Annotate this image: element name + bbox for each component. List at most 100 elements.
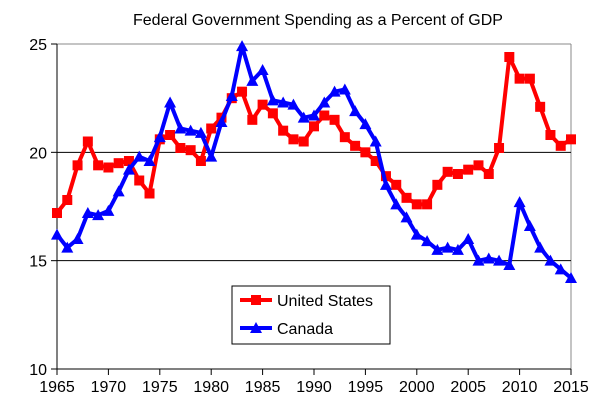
data-point-canada: [102, 204, 115, 216]
data-point-united-states: [175, 143, 186, 153]
data-point-canada: [349, 105, 362, 117]
legend-label-united-states: United States: [277, 293, 373, 310]
data-point-united-states: [257, 99, 268, 110]
y-tick-label: 25: [29, 37, 47, 54]
data-point-united-states: [360, 147, 371, 158]
data-point-canada: [92, 209, 105, 221]
data-point-canada: [421, 235, 434, 247]
data-point-canada: [81, 207, 94, 218]
data-point-canada: [472, 254, 485, 266]
data-point-canada: [503, 259, 516, 270]
data-point-canada: [143, 155, 156, 166]
data-point-united-states: [93, 160, 104, 171]
data-point-canada: [287, 98, 300, 110]
data-point-united-states: [309, 121, 319, 132]
data-point-canada: [451, 243, 464, 255]
data-point-canada: [462, 233, 475, 244]
data-point-canada: [431, 243, 444, 255]
data-point-united-states: [113, 158, 124, 169]
data-point-canada: [297, 111, 310, 123]
data-point-canada: [256, 64, 269, 75]
data-point-united-states: [473, 160, 484, 171]
x-tick-label: 2000: [399, 379, 435, 396]
x-tick-label: 1990: [296, 379, 332, 396]
data-point-united-states: [72, 160, 83, 171]
data-point-canada: [544, 254, 557, 266]
legend-marker-united-states: [251, 295, 261, 305]
data-point-canada: [534, 241, 547, 253]
x-tick-label: 2010: [502, 379, 538, 396]
y-tick-label: 20: [29, 145, 47, 162]
data-point-canada: [318, 96, 331, 108]
y-tick-label: 15: [29, 254, 47, 271]
data-point-canada: [71, 233, 84, 244]
x-tick-label: 1970: [91, 379, 127, 396]
data-point-united-states: [380, 171, 391, 182]
data-point-united-states: [463, 164, 474, 175]
data-point-united-states: [123, 156, 134, 166]
data-point-canada: [122, 163, 135, 175]
data-point-canada: [246, 74, 259, 86]
data-point-united-states: [422, 199, 433, 210]
series-line-united-states: [55, 55, 573, 215]
data-point-united-states: [566, 134, 576, 145]
y-tick-label: 10: [29, 362, 47, 379]
data-point-united-states: [442, 166, 453, 177]
data-point-united-states: [483, 169, 494, 179]
data-point-united-states: [103, 162, 114, 173]
data-point-canada: [112, 185, 125, 197]
data-point-united-states: [391, 179, 402, 190]
data-point-united-states: [350, 140, 361, 151]
data-point-canada: [523, 220, 536, 231]
data-point-united-states: [555, 140, 566, 151]
data-point-united-states: [524, 73, 535, 84]
data-point-canada: [61, 241, 74, 253]
data-point-united-states: [278, 125, 289, 136]
data-point-united-states: [62, 195, 73, 205]
data-point-united-states: [52, 208, 62, 218]
data-point-united-states: [504, 52, 515, 62]
data-point-canada: [482, 252, 495, 264]
data-point-united-states: [329, 114, 340, 125]
data-point-united-states: [411, 199, 422, 210]
data-point-canada: [184, 124, 197, 136]
data-point-united-states: [165, 130, 176, 140]
data-point-united-states: [267, 108, 278, 119]
legend: United States Canada: [231, 285, 391, 345]
data-point-canada: [174, 122, 187, 134]
data-point-united-states: [452, 169, 463, 179]
data-point-canada: [194, 126, 207, 138]
data-point-united-states: [185, 145, 196, 156]
data-point-canada: [328, 85, 341, 97]
legend-marker-canada: [250, 322, 262, 333]
x-tick-label: 2015: [553, 379, 589, 396]
data-point-united-states: [535, 101, 546, 112]
data-point-united-states: [134, 175, 145, 186]
data-point-canada: [400, 211, 413, 223]
data-point-canada: [513, 196, 526, 208]
data-point-canada: [359, 118, 372, 130]
data-point-united-states: [144, 188, 155, 199]
legend-label-canada: Canada: [277, 321, 333, 338]
data-point-united-states: [432, 179, 443, 190]
data-point-united-states: [319, 110, 330, 121]
data-point-canada: [266, 94, 279, 106]
data-point-united-states: [237, 86, 248, 97]
data-point-united-states: [195, 156, 206, 166]
x-tick-label: 2005: [450, 379, 486, 396]
data-point-canada: [493, 254, 506, 266]
data-point-united-states: [247, 114, 258, 125]
data-point-canada: [205, 150, 218, 162]
data-point-canada: [369, 135, 382, 147]
x-tick-label: 1980: [193, 379, 229, 396]
data-point-canada: [390, 198, 403, 210]
data-point-canada: [236, 40, 249, 52]
data-point-canada: [338, 83, 351, 95]
data-point-united-states: [339, 132, 350, 143]
data-point-canada: [277, 96, 290, 108]
x-tick-label: 1985: [245, 379, 281, 396]
chart-title: Federal Government Spending as a Percent…: [133, 12, 503, 29]
data-point-canada: [153, 131, 166, 143]
data-point-united-states: [288, 134, 299, 145]
